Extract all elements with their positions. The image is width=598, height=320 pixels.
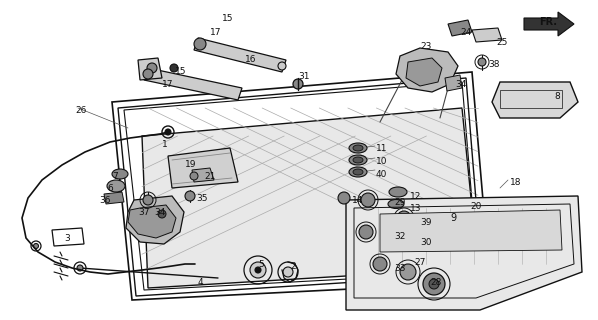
Text: 34: 34 <box>154 208 166 217</box>
Text: 3: 3 <box>64 234 70 243</box>
Text: 19: 19 <box>185 160 197 169</box>
Polygon shape <box>192 168 214 182</box>
Text: 13: 13 <box>410 204 422 213</box>
Polygon shape <box>138 58 162 80</box>
Text: 15: 15 <box>175 67 187 76</box>
Ellipse shape <box>112 169 128 179</box>
Text: 32: 32 <box>394 232 405 241</box>
Text: 12: 12 <box>410 192 422 201</box>
Text: 20: 20 <box>470 202 481 211</box>
Text: 4: 4 <box>198 278 204 287</box>
Polygon shape <box>396 48 458 92</box>
Circle shape <box>250 262 266 278</box>
Text: FR.: FR. <box>539 17 557 27</box>
Polygon shape <box>346 196 582 310</box>
Ellipse shape <box>349 143 367 153</box>
Text: 17: 17 <box>162 80 173 89</box>
Ellipse shape <box>349 167 367 177</box>
Text: 11: 11 <box>376 144 388 153</box>
Text: 36: 36 <box>99 196 111 205</box>
Polygon shape <box>492 82 578 118</box>
Text: 23: 23 <box>420 42 431 51</box>
Circle shape <box>293 79 303 89</box>
Text: 5: 5 <box>258 260 264 269</box>
Circle shape <box>255 267 261 273</box>
Polygon shape <box>104 192 124 204</box>
Text: 16: 16 <box>245 55 257 64</box>
Polygon shape <box>168 148 238 188</box>
Polygon shape <box>472 28 502 42</box>
Circle shape <box>143 195 153 205</box>
Text: 30: 30 <box>420 238 432 247</box>
Text: 1: 1 <box>162 140 168 149</box>
Ellipse shape <box>353 145 363 151</box>
Text: 6: 6 <box>107 184 113 193</box>
Circle shape <box>77 265 83 271</box>
Text: 35: 35 <box>196 194 208 203</box>
Text: 24: 24 <box>460 28 471 37</box>
Text: 28: 28 <box>430 278 441 287</box>
Text: 34: 34 <box>455 80 466 89</box>
Polygon shape <box>194 38 286 72</box>
Text: 37: 37 <box>138 208 150 217</box>
Circle shape <box>170 64 178 72</box>
Text: 8: 8 <box>554 92 560 101</box>
Text: 38: 38 <box>488 60 499 69</box>
Circle shape <box>33 244 38 249</box>
Circle shape <box>373 257 387 271</box>
Polygon shape <box>126 196 184 244</box>
Ellipse shape <box>388 199 404 209</box>
Text: 26: 26 <box>75 106 86 115</box>
Circle shape <box>185 191 195 201</box>
Ellipse shape <box>353 169 363 175</box>
Text: 10: 10 <box>376 157 388 166</box>
Circle shape <box>165 129 171 135</box>
Circle shape <box>359 225 373 239</box>
Ellipse shape <box>353 157 363 163</box>
Text: 9: 9 <box>450 213 456 223</box>
Circle shape <box>190 172 198 180</box>
Text: 31: 31 <box>298 72 310 81</box>
Circle shape <box>399 231 413 245</box>
Text: 40: 40 <box>376 170 388 179</box>
Text: 18: 18 <box>510 178 521 187</box>
Ellipse shape <box>107 180 125 192</box>
Circle shape <box>194 38 206 50</box>
Text: 14: 14 <box>352 196 364 205</box>
Text: 21: 21 <box>204 172 215 181</box>
Polygon shape <box>380 210 562 252</box>
Text: 15: 15 <box>222 14 233 23</box>
Text: 7: 7 <box>112 172 118 181</box>
Circle shape <box>338 192 350 204</box>
Ellipse shape <box>389 187 407 197</box>
Circle shape <box>278 62 286 70</box>
Polygon shape <box>524 12 574 36</box>
Circle shape <box>400 264 416 280</box>
Circle shape <box>429 279 439 289</box>
Text: 29: 29 <box>394 198 405 207</box>
Circle shape <box>397 211 411 225</box>
Circle shape <box>423 273 445 295</box>
Circle shape <box>158 210 166 218</box>
Text: 39: 39 <box>420 218 432 227</box>
Circle shape <box>478 58 486 66</box>
Polygon shape <box>448 20 472 36</box>
Polygon shape <box>406 58 442 86</box>
Polygon shape <box>128 205 176 238</box>
Polygon shape <box>144 68 242 100</box>
Polygon shape <box>445 75 462 91</box>
Polygon shape <box>142 108 478 288</box>
Text: 2: 2 <box>290 262 295 271</box>
Text: 33: 33 <box>394 264 405 273</box>
Text: 25: 25 <box>496 38 507 47</box>
Circle shape <box>143 69 153 79</box>
Text: 17: 17 <box>210 28 221 37</box>
Ellipse shape <box>349 155 367 165</box>
Circle shape <box>283 267 293 277</box>
Circle shape <box>361 193 375 207</box>
Circle shape <box>147 63 157 73</box>
Text: 27: 27 <box>414 258 425 267</box>
